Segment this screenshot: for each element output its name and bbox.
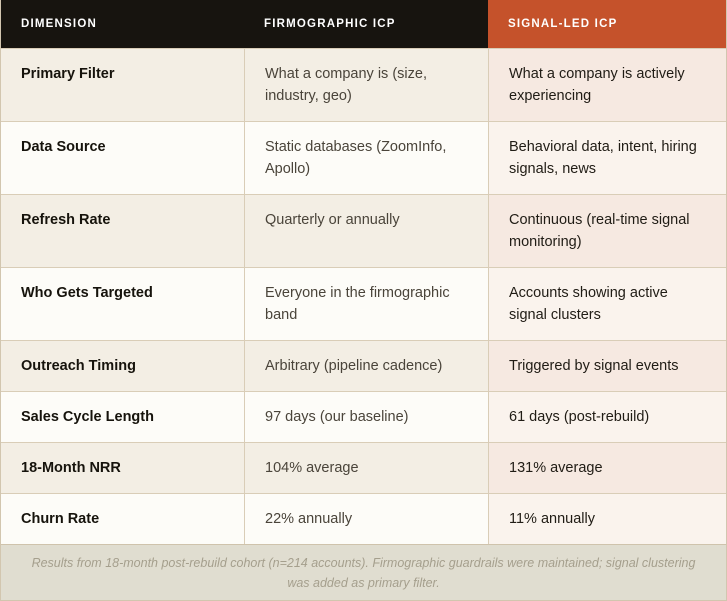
- dimension-cell: Outreach Timing: [21, 358, 136, 374]
- table-header: DIMENSION FIRMOGRAPHIC ICP SIGNAL-LED IC…: [1, 0, 726, 48]
- dimension-cell: Churn Rate: [21, 511, 100, 527]
- signal-led-cell: Continuous (real-time signal monitoring): [488, 195, 726, 267]
- dimension-cell: 18-Month NRR: [21, 460, 121, 476]
- dimension-cell: Primary Filter: [21, 66, 115, 82]
- table-row: Primary Filter What a company is (size, …: [1, 48, 726, 121]
- dimension-cell: Data Source: [21, 139, 106, 155]
- signal-led-cell: 11% annually: [488, 494, 726, 544]
- firmographic-cell: 104% average: [244, 443, 488, 493]
- column-header-firmographic: FIRMOGRAPHIC ICP: [244, 0, 488, 48]
- signal-led-cell: Accounts showing active signal clusters: [488, 268, 726, 340]
- table-footnote: Results from 18-month post-rebuild cohor…: [1, 544, 726, 600]
- dimension-cell: Sales Cycle Length: [21, 409, 154, 425]
- signal-led-cell: 61 days (post-rebuild): [488, 392, 726, 442]
- firmographic-cell: What a company is (size, industry, geo): [244, 49, 488, 121]
- signal-led-cell: Triggered by signal events: [488, 341, 726, 391]
- table-row: Who Gets Targeted Everyone in the firmog…: [1, 267, 726, 340]
- signal-led-cell: Behavioral data, intent, hiring signals,…: [488, 122, 726, 194]
- signal-led-cell: What a company is actively experiencing: [488, 49, 726, 121]
- column-header-dimension: DIMENSION: [1, 0, 244, 48]
- dimension-cell: Who Gets Targeted: [21, 285, 153, 301]
- firmographic-cell: Static databases (ZoomInfo, Apollo): [244, 122, 488, 194]
- table-row: Churn Rate 22% annually 11% annually: [1, 493, 726, 544]
- table-row: Sales Cycle Length 97 days (our baseline…: [1, 391, 726, 442]
- signal-led-cell: 131% average: [488, 443, 726, 493]
- table-row: Refresh Rate Quarterly or annually Conti…: [1, 194, 726, 267]
- dimension-cell: Refresh Rate: [21, 212, 111, 228]
- table-row: 18-Month NRR 104% average 131% average: [1, 442, 726, 493]
- firmographic-cell: Arbitrary (pipeline cadence): [244, 341, 488, 391]
- table-row: Data Source Static databases (ZoomInfo, …: [1, 121, 726, 194]
- table-row: Outreach Timing Arbitrary (pipeline cade…: [1, 340, 726, 391]
- firmographic-cell: 22% annually: [244, 494, 488, 544]
- firmographic-cell: Quarterly or annually: [244, 195, 488, 267]
- firmographic-cell: 97 days (our baseline): [244, 392, 488, 442]
- firmographic-cell: Everyone in the firmographic band: [244, 268, 488, 340]
- footnote-text: Results from 18-month post-rebuild cohor…: [31, 555, 696, 590]
- column-header-signal-led: SIGNAL-LED ICP: [488, 0, 726, 48]
